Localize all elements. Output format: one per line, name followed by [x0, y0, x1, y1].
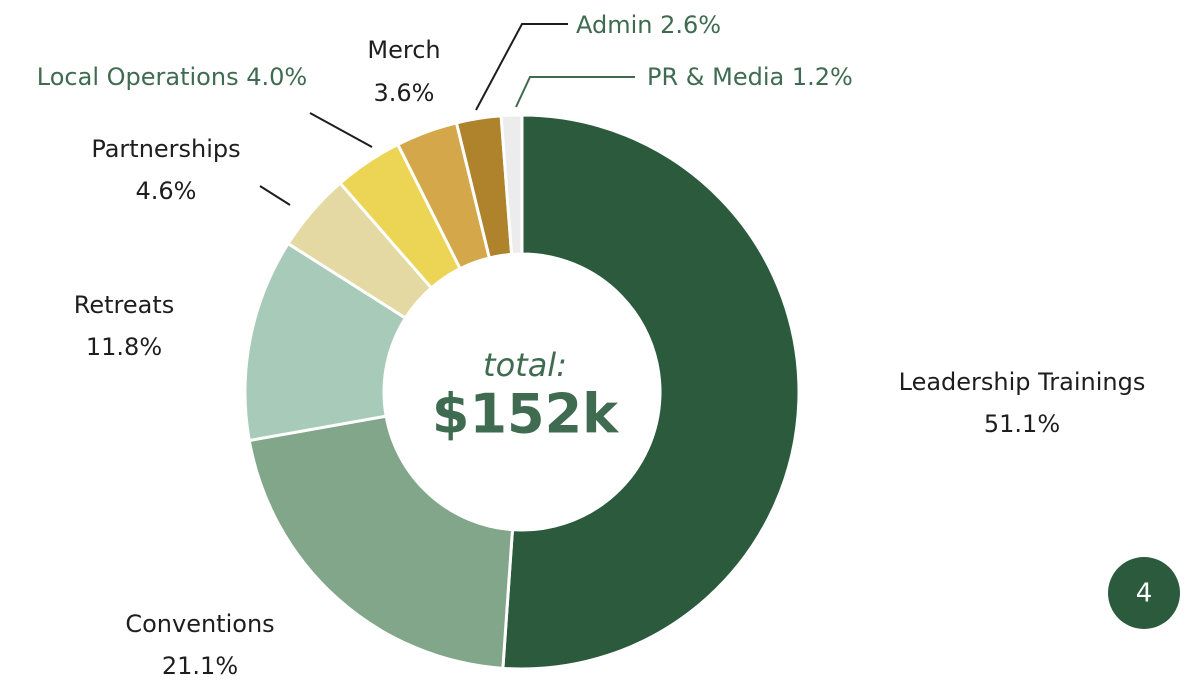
- slice-value-label: 2.6%: [660, 11, 721, 39]
- slice-name: Admin: [576, 11, 653, 39]
- leader-line: [259, 185, 291, 206]
- donut-slice: [247, 414, 515, 670]
- slice-label: Retreats: [74, 291, 175, 319]
- slice-value-label: 51.1%: [984, 410, 1060, 438]
- page-number: 4: [1136, 579, 1153, 609]
- center-value: $152k: [432, 383, 619, 446]
- donut-slice: [499, 113, 524, 257]
- slice-value-label: 4.6%: [136, 177, 197, 205]
- slice-label: Partnerships: [91, 135, 240, 163]
- slice-name: Local Operations: [37, 63, 239, 91]
- slice-name: PR & Media: [647, 63, 784, 91]
- page-badge: [1108, 557, 1180, 629]
- slice-label: Local Operations 4.0%: [37, 63, 307, 91]
- slice-value-label: 21.1%: [162, 652, 238, 679]
- slice-value-label: 1.2%: [792, 63, 853, 91]
- leader-line: [309, 112, 373, 148]
- leader-line: [475, 23, 568, 111]
- slice-value-label: 11.8%: [86, 333, 162, 361]
- slice-label: PR & Media 1.2%: [647, 63, 853, 91]
- donut: [243, 113, 801, 671]
- slice-label: Merch: [367, 36, 440, 64]
- slice-value-label: 4.0%: [246, 63, 307, 91]
- donut-slice: [501, 113, 801, 671]
- slice-value-label: 3.6%: [374, 79, 435, 107]
- leader-line: [515, 76, 635, 108]
- center-label: total:: [483, 346, 567, 384]
- slice-label: Conventions: [125, 610, 274, 638]
- slice-label: Leadership Trainings: [899, 368, 1146, 396]
- slice-label: Admin 2.6%: [576, 11, 721, 39]
